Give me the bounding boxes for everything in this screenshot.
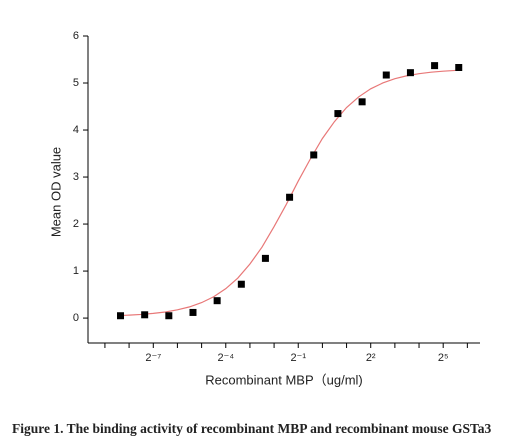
data-point xyxy=(382,71,390,79)
data-point xyxy=(286,193,294,201)
data-point xyxy=(310,151,318,159)
y-tick-label: 1 xyxy=(73,265,79,277)
y-tick-label: 0 xyxy=(73,312,79,324)
y-tick-label: 6 xyxy=(73,30,79,42)
data-point xyxy=(189,308,197,316)
fit-curve xyxy=(117,69,456,317)
data-point xyxy=(165,312,173,320)
data-point xyxy=(455,63,463,71)
x-tick-label: 2² xyxy=(366,352,376,364)
x-tick-label: 2⁵ xyxy=(438,352,449,364)
data-point xyxy=(213,297,221,305)
y-tick-label: 3 xyxy=(73,171,79,183)
data-point xyxy=(261,254,269,262)
x-axis-title: Recombinant MBP（ug/ml) xyxy=(205,372,363,387)
data-point xyxy=(237,280,245,288)
x-tick-label: 2⁻⁴ xyxy=(217,352,234,364)
y-axis-title: Mean OD value xyxy=(48,147,63,237)
data-point xyxy=(431,62,439,70)
data-point xyxy=(406,69,414,77)
x-tick-label: 2⁻⁷ xyxy=(145,352,161,364)
data-point xyxy=(334,110,342,118)
y-tick-label: 2 xyxy=(73,218,79,230)
y-tick-label: 4 xyxy=(73,124,79,136)
y-tick-label: 5 xyxy=(73,77,79,89)
data-point xyxy=(117,312,125,320)
data-point xyxy=(358,98,366,106)
data-point xyxy=(141,311,149,319)
caption: Figure 1. The binding activity of recomb… xyxy=(12,421,492,436)
x-tick-label: 2⁻¹ xyxy=(290,352,306,364)
